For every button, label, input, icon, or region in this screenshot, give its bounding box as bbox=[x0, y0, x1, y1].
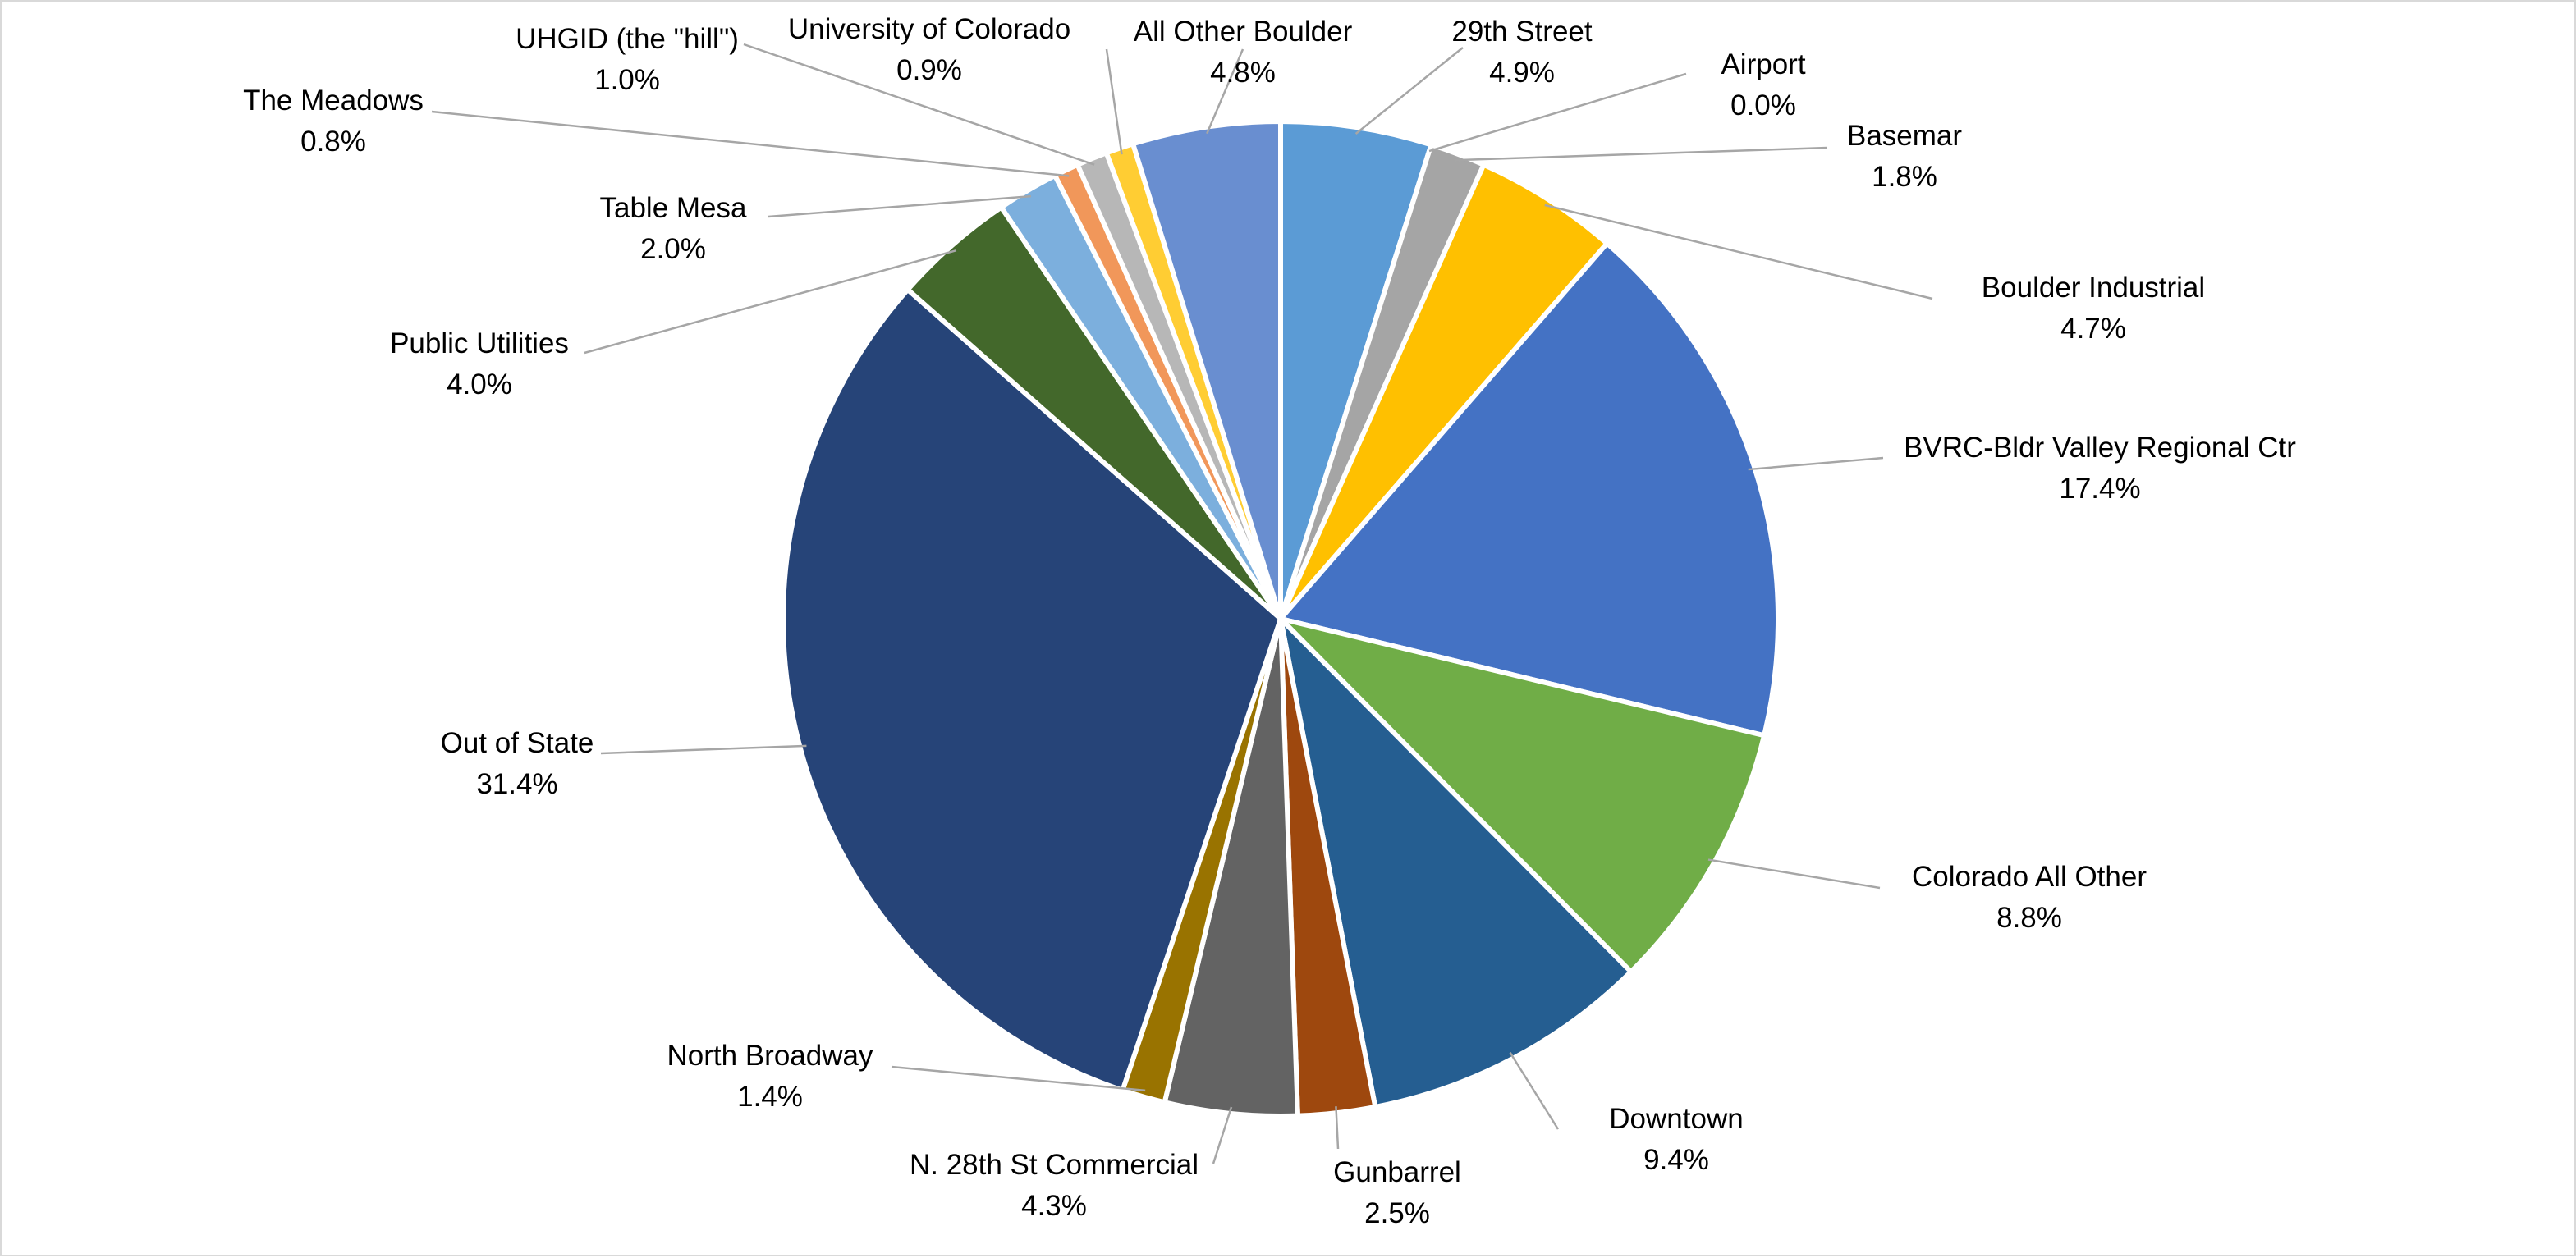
leader-line-boulder-industrial bbox=[1544, 204, 1933, 300]
leader-line-gunbarrel bbox=[1335, 1106, 1340, 1150]
leader-line-university-of-colorado bbox=[1105, 48, 1123, 155]
data-label-percent-boulder-industrial: 4.7% bbox=[2060, 313, 2126, 345]
data-label-name-basemar: Basemar bbox=[1847, 120, 1962, 152]
leader-line-bvrc-bldr-valley-regional-ctr bbox=[1748, 456, 1884, 471]
leader-line-north-broadway bbox=[891, 1065, 1146, 1092]
data-label-name-airport: Airport bbox=[1721, 48, 1805, 80]
leader-line-downtown bbox=[1509, 1051, 1560, 1130]
leader-line-n-28th-st-commercial bbox=[1212, 1106, 1233, 1164]
data-label-percent-downtown: 9.4% bbox=[1643, 1144, 1709, 1176]
data-label-name-table-mesa: Table Mesa bbox=[600, 192, 748, 224]
leader-line-out-of-state bbox=[600, 744, 807, 755]
pie-slice-colorado-all-other bbox=[1278, 616, 1767, 975]
pie-slice-out-of-state bbox=[781, 286, 1283, 1093]
pie-slice-all-other-boulder bbox=[1130, 119, 1283, 621]
data-label-name-colorado-all-other: Colorado All Other bbox=[1912, 861, 2147, 893]
data-label-name-uhgid-the-hill: UHGID (the "hill") bbox=[516, 23, 739, 55]
leader-line-basemar bbox=[1455, 146, 1828, 162]
leader-line-the-meadows bbox=[431, 110, 1070, 177]
data-label-name-29th-street: 29th Street bbox=[1451, 16, 1592, 48]
data-label-percent-basemar: 1.8% bbox=[1872, 161, 1937, 193]
labels-layer: 29th Street 4.9% Airport 0.0% Basemar 1.8% Bou… bbox=[243, 13, 2296, 1229]
data-label-percent-colorado-all-other: 8.8% bbox=[1996, 902, 2062, 934]
data-label-name-n-28th-st-commercial: N. 28th St Commercial bbox=[910, 1149, 1199, 1181]
data-label-percent-bvrc-bldr-valley-regional-ctr: 17.4% bbox=[2059, 473, 2140, 505]
data-label-name-university-of-colorado: University of Colorado bbox=[788, 13, 1070, 45]
leader-line-colorado-all-other bbox=[1707, 858, 1881, 890]
data-label-name-gunbarrel: Gunbarrel bbox=[1333, 1156, 1461, 1188]
leader-line-public-utilities bbox=[584, 249, 957, 355]
data-label-percent-all-other-boulder: 4.8% bbox=[1210, 57, 1276, 89]
data-label-percent-table-mesa: 2.0% bbox=[640, 233, 706, 265]
data-label-name-the-meadows: The Meadows bbox=[243, 85, 424, 117]
data-label-name-downtown: Downtown bbox=[1609, 1103, 1743, 1135]
leader-line-all-other-boulder bbox=[1206, 48, 1244, 135]
data-label-percent-airport: 0.0% bbox=[1730, 89, 1796, 121]
data-label-percent-gunbarrel: 2.5% bbox=[1364, 1197, 1430, 1229]
slices-layer bbox=[781, 119, 1781, 1119]
data-label-name-all-other-boulder: All Other Boulder bbox=[1134, 16, 1353, 48]
pie-slice-boulder-industrial bbox=[1278, 162, 1610, 621]
leader-line-29th-street bbox=[1354, 47, 1464, 135]
data-label-percent-uhgid-the-hill: 1.0% bbox=[594, 64, 660, 96]
leader-lines-layer bbox=[431, 43, 1933, 1164]
data-label-name-boulder-industrial: Boulder Industrial bbox=[1982, 272, 2205, 304]
data-label-percent-29th-street: 4.9% bbox=[1489, 57, 1555, 89]
pie-slice-bvrc-bldr-valley-regional-ctr bbox=[1278, 240, 1781, 739]
data-label-percent-public-utilities: 4.0% bbox=[447, 368, 512, 400]
leader-line-table-mesa bbox=[768, 194, 1031, 218]
data-label-name-north-broadway: North Broadway bbox=[667, 1040, 873, 1072]
data-label-percent-the-meadows: 0.8% bbox=[300, 126, 366, 158]
data-label-name-public-utilities: Public Utilities bbox=[390, 327, 569, 359]
data-label-percent-n-28th-st-commercial: 4.3% bbox=[1021, 1190, 1087, 1222]
data-label-name-bvrc-bldr-valley-regional-ctr: BVRC-Bldr Valley Regional Ctr bbox=[1904, 432, 2296, 464]
leader-line-airport bbox=[1428, 72, 1687, 153]
data-label-percent-out-of-state: 31.4% bbox=[476, 768, 557, 800]
data-label-percent-university-of-colorado: 0.9% bbox=[896, 54, 962, 86]
data-label-percent-north-broadway: 1.4% bbox=[737, 1081, 803, 1113]
leader-line-uhgid-the-hill bbox=[743, 43, 1095, 166]
data-label-name-out-of-state: Out of State bbox=[441, 727, 594, 759]
